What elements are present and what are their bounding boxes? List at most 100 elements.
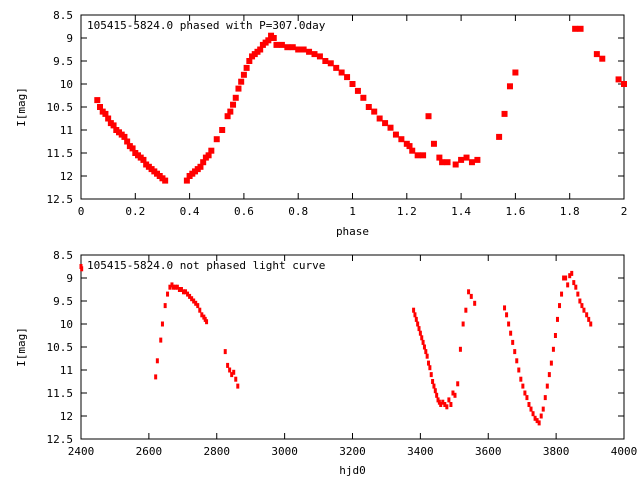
data-point: [236, 383, 240, 389]
data-point: [406, 143, 413, 150]
data-point: [511, 339, 515, 345]
y-tick-label: 9.5: [53, 55, 73, 68]
data-point: [523, 390, 527, 396]
data-point: [469, 293, 473, 299]
data-point: [519, 376, 523, 382]
data-point: [273, 41, 280, 48]
data-point: [409, 147, 416, 154]
data-point: [168, 284, 172, 290]
data-point: [129, 145, 136, 152]
data-point: [533, 415, 537, 421]
data-point: [387, 124, 394, 131]
data-point: [420, 152, 427, 159]
data-point: [196, 303, 200, 309]
data-point: [461, 321, 465, 327]
data-point: [468, 159, 475, 166]
data-point: [197, 163, 204, 170]
y-axis-label: I[mag]: [15, 87, 28, 127]
data-point: [163, 303, 167, 309]
data-point: [424, 349, 428, 355]
data-point: [560, 291, 564, 297]
data-point: [232, 94, 239, 101]
data-point: [190, 296, 194, 302]
data-point: [453, 392, 457, 398]
data-point: [213, 136, 220, 143]
data-point: [578, 298, 582, 304]
data-point: [420, 335, 424, 341]
data-point: [289, 44, 296, 51]
data-point: [553, 333, 557, 338]
y-tick-label: 10: [60, 78, 73, 91]
data-point: [181, 289, 185, 295]
data-point: [543, 395, 547, 401]
data-point: [496, 133, 503, 140]
data-point: [570, 270, 574, 276]
x-tick-label: 3600: [475, 445, 502, 458]
data-point: [568, 273, 572, 279]
data-point: [102, 110, 109, 117]
data-point: [412, 307, 416, 313]
data-point: [284, 44, 291, 51]
data-point: [564, 275, 568, 281]
data-point: [615, 76, 622, 83]
data-point: [445, 404, 449, 410]
x-axis-label: hjd0: [339, 464, 366, 477]
data-point: [186, 291, 190, 297]
data-point: [110, 122, 117, 129]
y-tick-label: 12.5: [47, 193, 74, 206]
data-point: [354, 87, 361, 94]
data-point: [232, 369, 236, 375]
data-point: [506, 83, 513, 90]
data-point: [425, 353, 429, 359]
data-point: [555, 316, 559, 322]
data-point: [322, 58, 329, 64]
data-point: [188, 293, 192, 299]
data-point: [173, 284, 177, 290]
data-point: [566, 282, 570, 288]
data-point: [521, 383, 525, 389]
data-point: [474, 156, 481, 163]
data-point: [140, 156, 147, 163]
data-point: [464, 307, 468, 313]
data-point: [382, 120, 389, 127]
data-point: [527, 402, 531, 407]
data-point: [227, 108, 234, 115]
data-point: [418, 330, 422, 336]
data-point: [432, 383, 436, 389]
data-point: [505, 312, 509, 318]
x-tick-label: 1.8: [560, 205, 580, 218]
y-tick-label: 10.5: [47, 341, 74, 354]
data-point: [311, 51, 318, 58]
data-point: [416, 321, 420, 327]
data-point: [593, 51, 600, 58]
data-point: [344, 74, 351, 81]
data-point: [429, 372, 433, 378]
x-tick-label: 2800: [204, 445, 231, 458]
y-tick-label: 9.5: [53, 295, 73, 308]
data-point: [449, 402, 453, 407]
data-point: [587, 316, 591, 322]
data-point: [589, 321, 593, 327]
data-point: [205, 152, 212, 159]
data-point: [338, 69, 345, 76]
data-point: [549, 360, 553, 366]
data-point: [558, 303, 562, 309]
unphased-panel: 2400 2600 2800 3000 3200 3400 3600 3800 4000 8.5 9…: [15, 249, 637, 477]
y-tick-label: 8.5: [53, 9, 73, 22]
plot-frame: [80, 14, 625, 200]
data-point: [452, 161, 459, 168]
data-point: [422, 344, 426, 350]
data-point: [525, 395, 529, 401]
data-point: [349, 81, 356, 87]
x-tick-label: 1.2: [397, 205, 417, 218]
data-point: [551, 346, 555, 352]
x-tick-label: 0.4: [180, 205, 200, 218]
data-point: [428, 365, 432, 371]
data-point: [278, 41, 285, 48]
data-point: [425, 113, 432, 120]
data-point: [230, 372, 234, 378]
data-point: [433, 388, 437, 394]
data-point: [224, 113, 231, 120]
data-point: [175, 284, 179, 290]
